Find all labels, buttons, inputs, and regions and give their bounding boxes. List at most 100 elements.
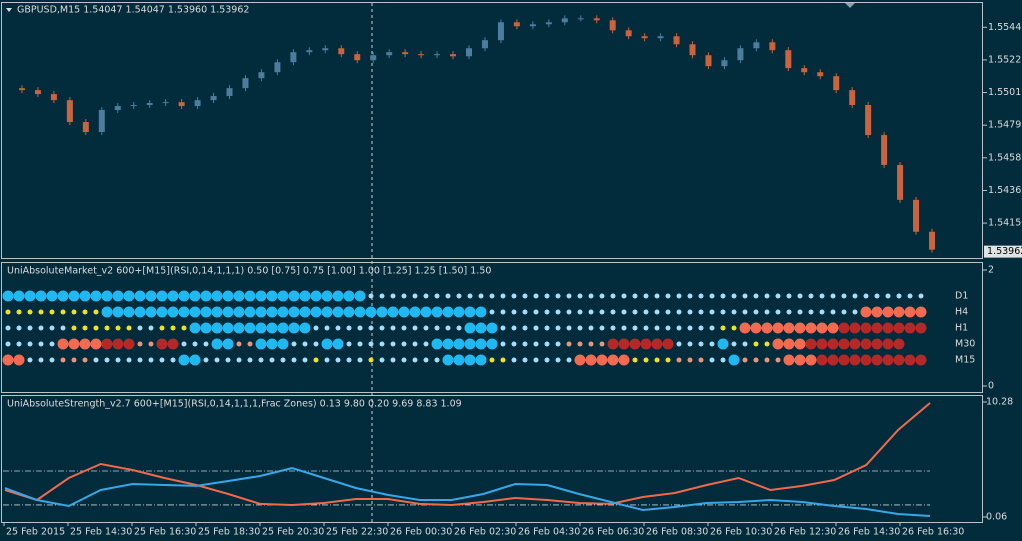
state-dot <box>299 290 311 302</box>
state-dot <box>882 338 894 350</box>
state-dot <box>288 290 300 302</box>
state-dot <box>687 357 693 363</box>
state-dot <box>456 325 462 331</box>
state-dot <box>379 341 385 347</box>
state-dot <box>643 357 649 363</box>
state-dot <box>775 309 781 315</box>
state-dot <box>104 357 110 363</box>
state-dot <box>794 354 806 366</box>
state-dot <box>739 322 751 334</box>
state-dot <box>222 290 234 302</box>
state-dot <box>126 357 132 363</box>
state-dot <box>860 338 872 350</box>
state-dot <box>654 325 660 331</box>
state-dot <box>354 290 366 302</box>
state-dot <box>214 357 220 363</box>
candle <box>641 36 648 39</box>
state-dot <box>794 338 806 350</box>
candle <box>481 40 488 49</box>
state-dot <box>871 322 883 334</box>
state-dot <box>324 357 330 363</box>
candle <box>274 62 281 73</box>
state-dot <box>412 341 418 347</box>
candle <box>354 54 361 61</box>
state-dot <box>13 290 25 302</box>
state-dot <box>5 341 11 347</box>
state-dot <box>445 293 451 299</box>
state-dot <box>368 325 374 331</box>
state-dot <box>827 338 839 350</box>
state-dot <box>566 357 572 363</box>
state-dot <box>761 322 773 334</box>
state-dot <box>332 306 344 318</box>
state-dot <box>577 293 583 299</box>
candle <box>338 48 345 55</box>
x-tick-label: 25 Feb 18:30 <box>198 527 260 538</box>
state-dot <box>786 309 792 315</box>
state-dot <box>148 341 154 347</box>
state-dot <box>90 290 102 302</box>
timeframe-label: H1 <box>955 323 968 334</box>
state-dot <box>596 354 608 366</box>
state-dot <box>233 322 245 334</box>
state-dot <box>137 341 143 347</box>
state-dot <box>398 306 410 318</box>
state-dot <box>464 306 476 318</box>
state-dot <box>343 306 355 318</box>
state-dot <box>13 354 25 366</box>
state-dot <box>841 309 847 315</box>
state-dot <box>640 338 652 350</box>
candle <box>865 105 872 136</box>
state-dot <box>907 293 913 299</box>
state-dot <box>588 325 594 331</box>
state-dot <box>896 293 902 299</box>
candle <box>402 52 409 55</box>
candle <box>130 105 137 107</box>
menu-arrow[interactable] <box>6 8 12 12</box>
candle <box>466 48 472 57</box>
state-dot <box>489 309 495 315</box>
state-dot <box>500 357 506 363</box>
state-dot <box>126 325 132 331</box>
state-dot <box>222 338 234 350</box>
strength-line <box>4 467 931 517</box>
candle <box>929 231 935 250</box>
state-dot <box>632 293 638 299</box>
state-dot <box>676 293 682 299</box>
state-dot <box>662 338 674 350</box>
state-dot <box>412 293 418 299</box>
state-dot <box>860 306 872 318</box>
indicator-title: UniAbsoluteMarket_v2 600+[M15](RSI,0,14,… <box>7 266 491 277</box>
state-dot <box>189 322 201 334</box>
state-dot <box>390 341 396 347</box>
state-dot <box>882 306 894 318</box>
state-dot <box>79 338 91 350</box>
state-dot <box>819 309 825 315</box>
state-dot <box>827 322 839 334</box>
state-dot <box>313 357 319 363</box>
state-dot <box>420 306 432 318</box>
state-dot <box>915 322 927 334</box>
candle <box>434 54 441 56</box>
state-dot <box>687 325 693 331</box>
state-dot <box>49 357 55 363</box>
state-dot <box>643 325 649 331</box>
state-dot <box>200 322 212 334</box>
state-dot <box>893 338 905 350</box>
candle <box>162 102 169 104</box>
state-dot <box>533 341 539 347</box>
state-dot <box>266 306 278 318</box>
state-dot <box>632 309 638 315</box>
state-dot <box>409 306 421 318</box>
state-dot <box>665 293 671 299</box>
state-dot <box>643 293 649 299</box>
state-dot <box>332 290 344 302</box>
state-dot <box>797 309 803 315</box>
y-tick-label: 0.06 <box>986 512 1007 523</box>
state-dot <box>189 290 201 302</box>
state-dot <box>236 357 242 363</box>
state-dot <box>431 306 443 318</box>
state-dot <box>698 293 704 299</box>
y-tick-label: 1.55225 <box>988 54 1022 65</box>
state-dot <box>610 309 616 315</box>
